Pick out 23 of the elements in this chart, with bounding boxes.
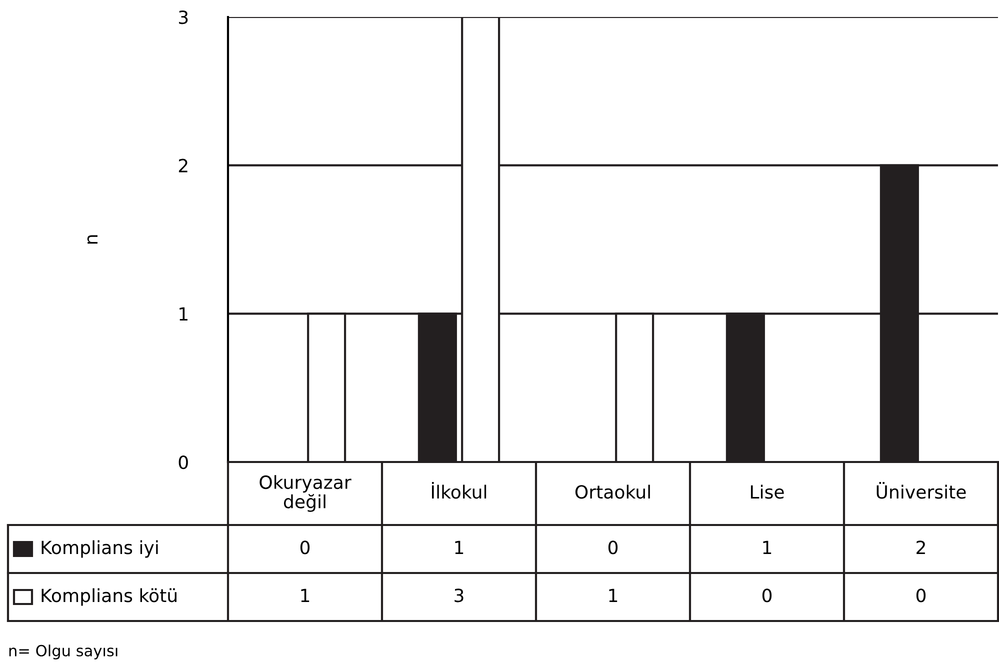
legend-label: Komplians kötü: [42, 588, 176, 606]
data-label: 3: [454, 588, 464, 602]
x-tick-label: Okuryazar değil: [260, 475, 352, 512]
x-tick-label: Lise: [750, 484, 784, 499]
data-label: 1: [609, 588, 618, 602]
y-tick-label: 3: [179, 10, 188, 24]
data-label: 0: [762, 588, 772, 602]
legend-label: Komplians iyi: [42, 540, 158, 558]
data-label: 1: [455, 540, 464, 554]
x-tick-label: Ortaokul: [575, 484, 650, 499]
data-label: 0: [300, 540, 310, 554]
data-label: 0: [916, 588, 926, 602]
x-tick-label: İlkokul: [432, 482, 486, 499]
data-label: 1: [763, 540, 772, 554]
text: n= Olgu sayısı: [9, 644, 118, 660]
y-axis-title: n: [87, 235, 98, 244]
y-tick-label: 1: [180, 307, 188, 321]
y-tick-label: 2: [178, 158, 188, 172]
data-label: 1: [301, 588, 310, 602]
x-tick-label: Üniversite: [876, 482, 966, 499]
data-label: 0: [608, 540, 618, 554]
y-tick-label: 0: [178, 455, 188, 470]
data-label: 2: [916, 540, 925, 554]
